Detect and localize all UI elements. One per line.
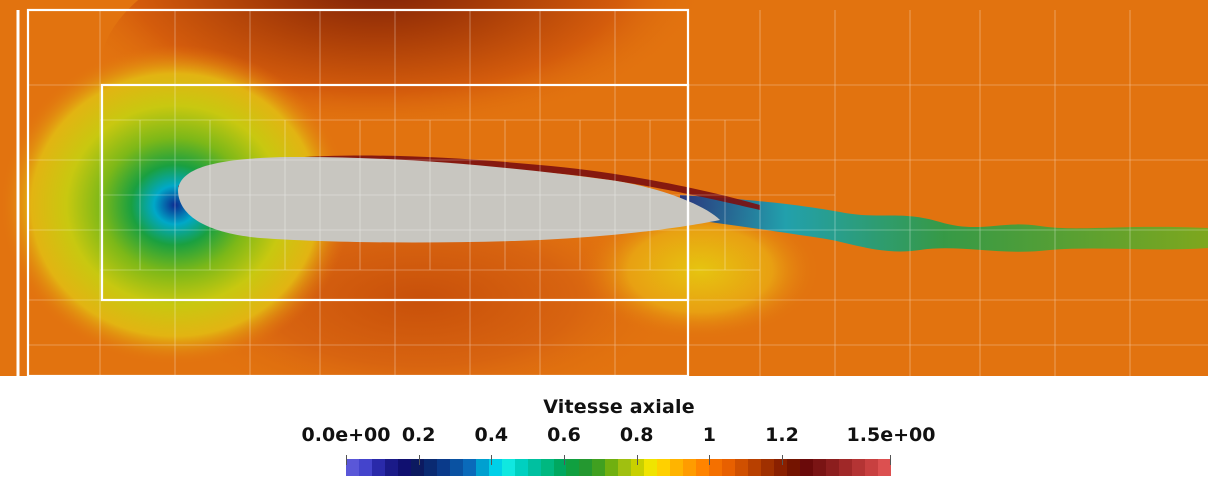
colorbar-tick-mark	[346, 455, 347, 465]
colorbar-tick-mark	[419, 455, 420, 465]
colorbar-tick-mark	[782, 455, 783, 465]
colorbar-swatch	[592, 459, 605, 476]
colorbar-tick-label: 1	[703, 424, 716, 446]
colorbar-swatch	[683, 459, 696, 476]
colorbar-swatch	[722, 459, 735, 476]
colorbar-swatch	[774, 459, 787, 476]
colorbar-swatch	[735, 459, 748, 476]
colorbar-tick-mark	[890, 455, 891, 465]
colorbar-tick-mark	[491, 455, 492, 465]
colorbar-swatch	[878, 459, 891, 476]
colorbar-swatch	[852, 459, 865, 476]
colorbar-swatch	[502, 459, 515, 476]
colorbar-swatch	[618, 459, 631, 476]
colorbar-tick-mark	[709, 455, 710, 465]
colorbar-swatch	[579, 459, 592, 476]
colorbar-swatch	[644, 459, 657, 476]
colorbar-swatch	[696, 459, 709, 476]
colorbar-swatch	[437, 459, 450, 476]
colorbar-swatch	[800, 459, 813, 476]
colorbar-swatch	[813, 459, 826, 476]
colorbar-swatch	[515, 459, 528, 476]
colorbar-tick-label: 1.5e+00	[847, 424, 936, 446]
colorbar-swatch	[670, 459, 683, 476]
colorbar-swatch	[657, 459, 670, 476]
colorbar	[346, 459, 891, 476]
colorbar-swatch	[839, 459, 852, 476]
colorbar-tick-mark	[637, 455, 638, 465]
colorbar-tick-label: 0.0e+00	[302, 424, 391, 446]
flow-field-viewport[interactable]	[0, 0, 1208, 376]
colorbar-swatch	[372, 459, 385, 476]
colorbar-swatch	[605, 459, 618, 476]
colorbar-swatch	[359, 459, 372, 476]
colorbar-swatch	[631, 459, 644, 476]
colorbar-swatch	[424, 459, 437, 476]
colorbar-swatch	[787, 459, 800, 476]
colorbar-swatch	[826, 459, 839, 476]
colorbar-tick-mark	[564, 455, 565, 465]
colorbar-swatch	[709, 459, 722, 476]
colorbar-tick-label: 0.4	[474, 424, 508, 446]
colorbar-swatch	[398, 459, 411, 476]
colorbar-swatch	[541, 459, 554, 476]
colorbar-tick-label: 0.8	[620, 424, 654, 446]
colorbar-swatch	[476, 459, 489, 476]
colorbar-swatch	[450, 459, 463, 476]
colorbar-swatch	[528, 459, 541, 476]
colorbar-swatch	[346, 459, 359, 476]
colorbar-swatch	[761, 459, 774, 476]
colorbar-tick-label: 0.2	[402, 424, 436, 446]
colorbar-swatch	[411, 459, 424, 476]
colorbar-swatch	[566, 459, 579, 476]
colorbar-swatch	[463, 459, 476, 476]
colorbar-title: Vitesse axiale	[0, 396, 1208, 418]
colorbar-tick-label: 1.2	[765, 424, 799, 446]
colorbar-swatch	[865, 459, 878, 476]
colorbar-tick-label: 0.6	[547, 424, 581, 446]
colorbar-swatch	[748, 459, 761, 476]
colorbar-swatch	[385, 459, 398, 476]
